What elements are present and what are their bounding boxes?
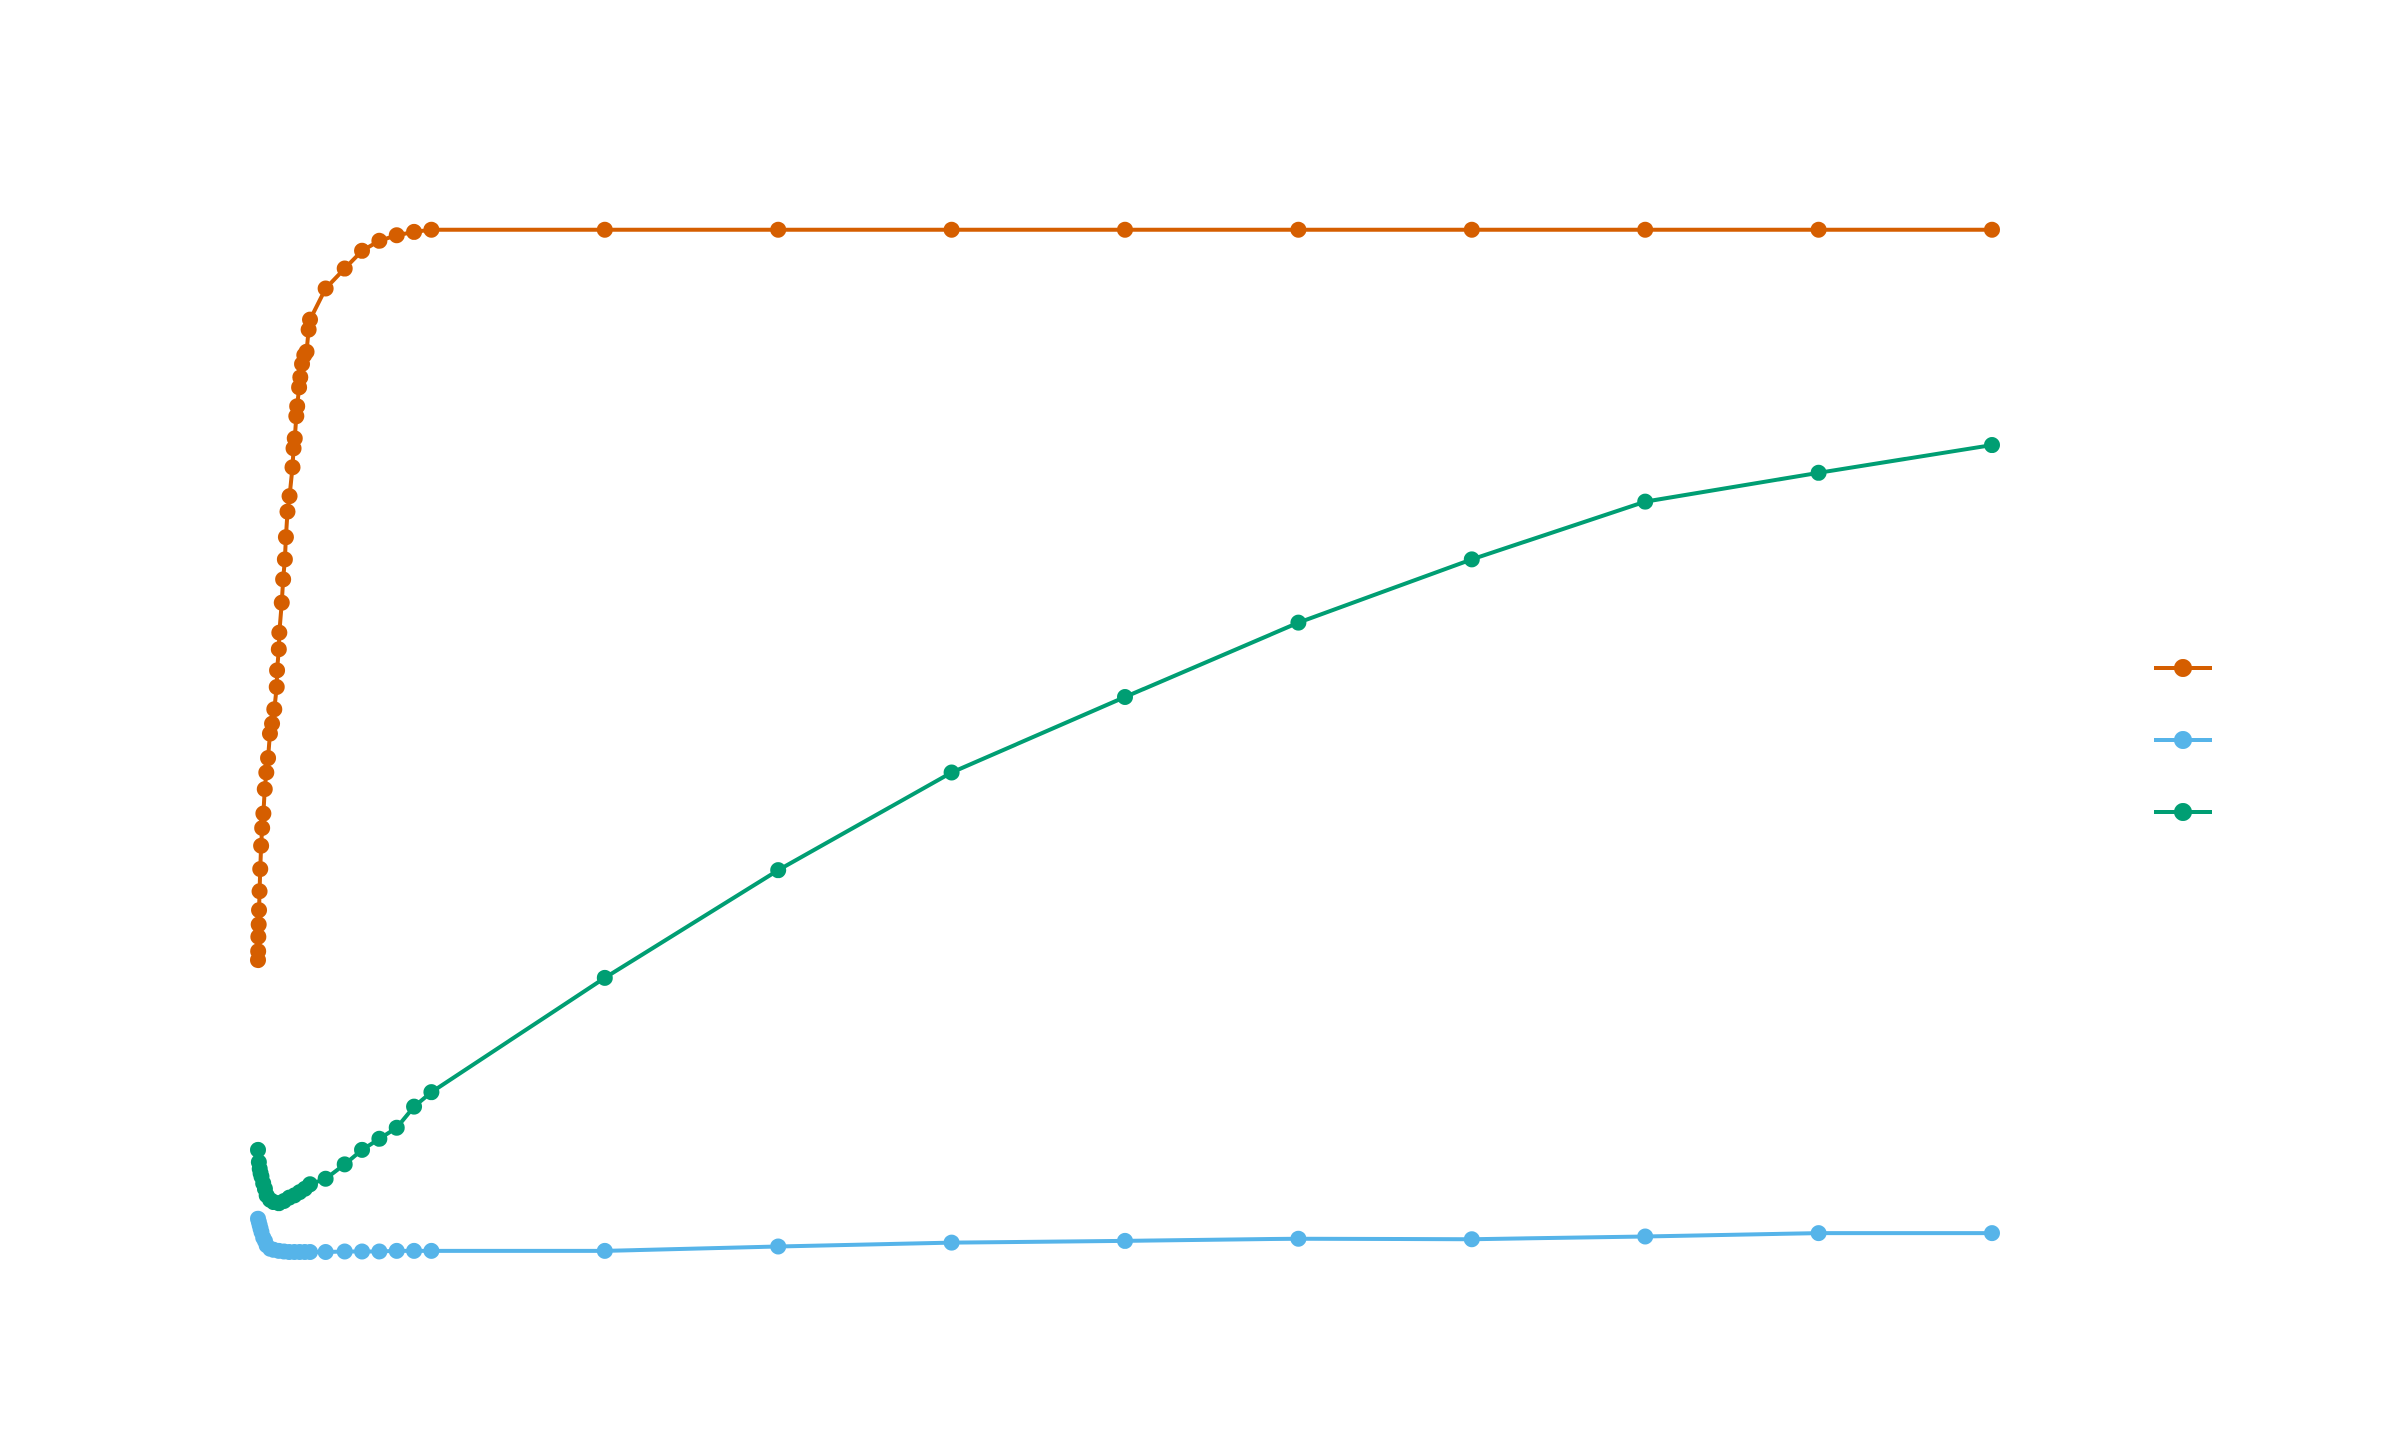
series-0-point: [273, 594, 290, 611]
series-1-point: [406, 1242, 423, 1259]
legend: [2154, 659, 2212, 821]
series-1-point: [770, 1238, 787, 1255]
series-0-point: [276, 551, 293, 568]
series-1-point: [371, 1243, 388, 1260]
series-0-point: [270, 641, 287, 658]
series-0-point: [317, 280, 334, 297]
series-0-line: [256, 227, 1994, 963]
series-1: [250, 1210, 2000, 1261]
series-0-point: [596, 221, 613, 238]
series-0-point: [256, 781, 273, 798]
series-0-point: [264, 715, 281, 732]
series-1-point: [1290, 1230, 1307, 1247]
legend-swatch-marker: [2174, 659, 2192, 677]
series-0-point: [281, 488, 298, 505]
series-1-point: [336, 1243, 353, 1260]
series-2: [250, 437, 2000, 1212]
series-2-line: [256, 443, 1994, 1206]
series-2-point: [1117, 689, 1133, 706]
series-0-point: [253, 837, 270, 854]
legend-item-0: [2154, 659, 2212, 677]
series-0-point: [1463, 221, 1480, 238]
series-0-point: [298, 343, 315, 360]
series-0-point: [284, 459, 301, 476]
series-2-point: [371, 1130, 388, 1147]
series-2-point: [354, 1141, 371, 1158]
series-0-point: [271, 624, 288, 641]
series-1-point: [943, 1234, 960, 1251]
legend-item-2: [2154, 803, 2212, 821]
series-0-point: [292, 369, 309, 386]
series-0-point: [770, 221, 787, 238]
series-1-point: [423, 1242, 440, 1259]
series-0-point: [1290, 221, 1307, 238]
series-2-point: [596, 969, 613, 986]
series-2-point: [1984, 437, 2000, 454]
series-2-point: [1463, 551, 1480, 568]
series-2-point: [336, 1156, 353, 1173]
series-0-point: [943, 221, 960, 238]
series-0-point: [286, 430, 303, 447]
series-0-point: [354, 242, 371, 259]
series-1-point: [388, 1242, 405, 1259]
series-0-point: [1810, 221, 1827, 238]
series-0-point: [268, 679, 285, 696]
series-1-point: [1117, 1232, 1133, 1249]
plot-area: [250, 221, 2000, 1261]
series-1-point: [1463, 1231, 1480, 1248]
series-1-point: [302, 1244, 319, 1261]
series-0-point: [250, 943, 267, 960]
series-0-point: [275, 571, 292, 588]
series-0-point: [251, 883, 268, 900]
series-0-point: [251, 902, 268, 919]
series-0-point: [289, 398, 306, 415]
series-0-point: [1117, 221, 1133, 238]
series-0-point: [1637, 221, 1654, 238]
series-2-point: [250, 1141, 266, 1158]
series-0-point: [269, 662, 286, 679]
series-0-point: [1984, 221, 2000, 238]
series-2-point: [388, 1119, 405, 1136]
legend-swatch-marker: [2174, 731, 2192, 749]
series-0-point: [258, 764, 275, 781]
legend-swatch-marker: [2174, 803, 2192, 821]
series-0-point: [279, 503, 296, 520]
series-0-point: [250, 916, 267, 933]
series-0-point: [252, 861, 269, 878]
series-0-point: [371, 232, 388, 249]
series-0-point: [302, 311, 319, 328]
series-0: [250, 221, 2000, 969]
series-0-point: [255, 805, 272, 822]
series-2-point: [317, 1170, 334, 1187]
series-0-point: [423, 221, 440, 238]
series-0-point: [260, 750, 277, 767]
series-2-point: [770, 862, 787, 879]
series-1-point: [317, 1244, 334, 1261]
legend-item-1: [2154, 731, 2212, 749]
series-0-point: [336, 260, 353, 277]
series-1-point: [596, 1242, 613, 1259]
series-1-point: [354, 1243, 371, 1260]
series-2-point: [1637, 493, 1654, 510]
series-0-point: [266, 701, 283, 718]
series-1-point: [1984, 1225, 2000, 1242]
series-2-point: [423, 1084, 440, 1101]
series-2-point: [302, 1176, 319, 1193]
series-0-point: [388, 227, 405, 244]
series-2-point: [1290, 614, 1307, 631]
series-0-point: [254, 819, 271, 836]
series-2-point: [943, 764, 960, 781]
series-0-point: [250, 928, 267, 945]
series-0-point: [406, 223, 423, 240]
series-1-point: [1637, 1228, 1654, 1245]
series-2-point: [1810, 464, 1827, 481]
series-1-point: [1810, 1225, 1827, 1242]
series-2-point: [406, 1098, 423, 1115]
series-0-point: [277, 529, 294, 546]
